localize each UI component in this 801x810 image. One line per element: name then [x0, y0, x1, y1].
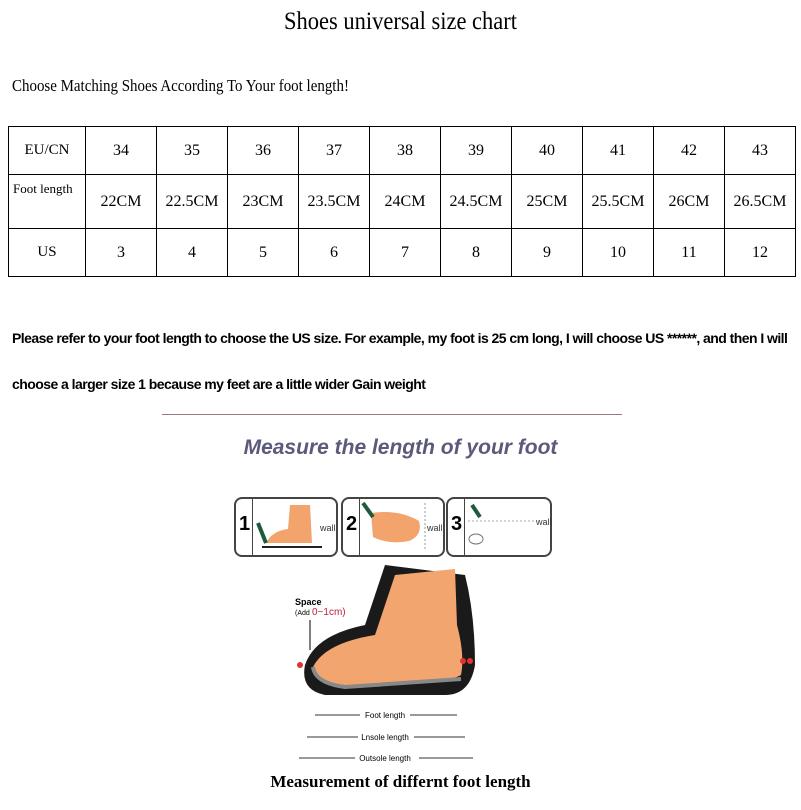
row-header: US [8, 228, 86, 277]
note-line-2: choose a larger size 1 because my feet a… [12, 376, 426, 392]
step-3-panel: 3 wall [446, 497, 552, 557]
table-cell: 24CM [369, 174, 441, 229]
measure-line-icon [464, 499, 534, 555]
table-cell: 6 [298, 228, 370, 277]
space-add-label: (Add [295, 610, 310, 617]
table-cell: 23CM [227, 174, 299, 229]
table-row: EU/CN 34 35 36 37 38 39 40 41 42 43 [8, 126, 796, 175]
wall-label: wall [427, 523, 443, 533]
table-cell: 12 [724, 228, 796, 277]
size-table: EU/CN 34 35 36 37 38 39 40 41 42 43 Foot length 22CM… [8, 126, 796, 277]
table-cell: 8 [440, 228, 512, 277]
step-number: 1 [239, 513, 251, 535]
insole-length-label: Lnsole length [361, 733, 409, 742]
table-cell: 39 [440, 126, 512, 175]
row-header: EU/CN [8, 126, 86, 175]
table-cell: 9 [511, 228, 583, 277]
page-title: Shoes universal size chart [283, 8, 518, 35]
subtitle: Choose Matching Shoes According To Your … [12, 76, 349, 95]
table-cell: 40 [511, 126, 583, 175]
table-cell: 11 [653, 228, 725, 277]
table-cell: 3 [85, 228, 157, 277]
table-cell: 25CM [511, 174, 583, 229]
foot-top-icon [359, 499, 426, 555]
table-cell: 42 [653, 126, 725, 175]
divider [162, 414, 622, 415]
table-cell: 5 [227, 228, 299, 277]
table-cell: 23.5CM [298, 174, 370, 229]
outsole-length-label: Outsole length [359, 754, 411, 763]
table-cell: 25.5CM [582, 174, 654, 229]
row-header: Foot length [8, 174, 86, 229]
measure-heading: Measure the length of your foot [243, 436, 558, 459]
table-cell: 37 [298, 126, 370, 175]
table-cell: 38 [369, 126, 441, 175]
space-range-label: 0~1cm) [312, 607, 346, 618]
wall-label: wall [536, 517, 552, 527]
table-row: US 3 4 5 6 7 8 9 10 11 12 [8, 228, 796, 277]
table-cell: 7 [369, 228, 441, 277]
table-row: Foot length 22CM 22.5CM 23CM 23.5CM 24CM 24.5C… [8, 174, 796, 229]
table-cell: 34 [85, 126, 157, 175]
table-cell: 22.5CM [156, 174, 228, 229]
foot-length-label: Foot length [365, 711, 405, 720]
table-cell: 22CM [85, 174, 157, 229]
step-1-panel: 1 wall [234, 497, 338, 557]
table-cell: 10 [582, 228, 654, 277]
table-cell: 35 [156, 126, 228, 175]
wall-label: wall [320, 523, 336, 533]
space-label: Space [295, 597, 322, 607]
note-line-1: Please refer to your foot length to choo… [12, 330, 788, 346]
shoe-foot-diagram: Foot length Lnsole length Outsole length… [295, 565, 475, 763]
step-2-panel: 2 wall [341, 497, 445, 557]
step-number: 3 [451, 513, 463, 535]
table-cell: 26.5CM [724, 174, 796, 229]
diagram-caption: Measurement of differnt foot length [270, 772, 531, 791]
table-cell: 41 [582, 126, 654, 175]
table-cell: 4 [156, 228, 228, 277]
table-cell: 43 [724, 126, 796, 175]
table-cell: 36 [227, 126, 299, 175]
table-cell: 24.5CM [440, 174, 512, 229]
foot-side-icon [252, 499, 322, 555]
step-number: 2 [346, 513, 358, 535]
table-cell: 26CM [653, 174, 725, 229]
